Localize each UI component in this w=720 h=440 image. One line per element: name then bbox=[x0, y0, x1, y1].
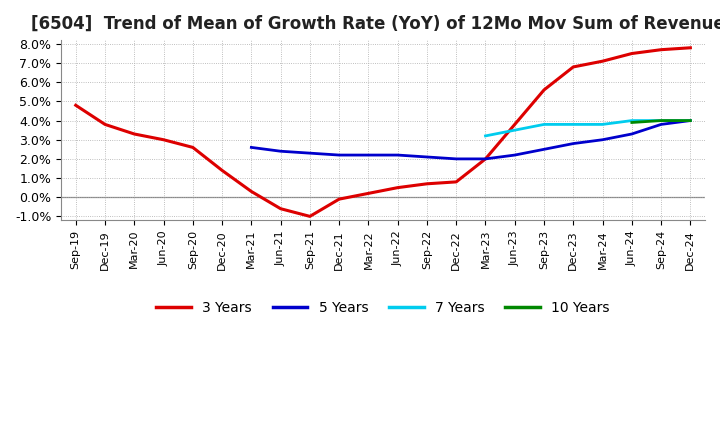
3 Years bbox=[101, 122, 109, 127]
3 Years bbox=[276, 206, 285, 211]
3 Years bbox=[569, 64, 577, 70]
3 Years bbox=[305, 214, 314, 219]
5 Years bbox=[481, 156, 490, 161]
5 Years bbox=[393, 152, 402, 158]
5 Years bbox=[305, 150, 314, 156]
3 Years bbox=[657, 47, 665, 52]
7 Years bbox=[657, 118, 665, 123]
5 Years bbox=[335, 152, 343, 158]
3 Years bbox=[364, 191, 373, 196]
3 Years bbox=[452, 179, 461, 184]
5 Years bbox=[686, 118, 695, 123]
7 Years bbox=[686, 118, 695, 123]
Line: 7 Years: 7 Years bbox=[485, 121, 690, 136]
5 Years bbox=[276, 149, 285, 154]
Legend: 3 Years, 5 Years, 7 Years, 10 Years: 3 Years, 5 Years, 7 Years, 10 Years bbox=[151, 296, 615, 321]
3 Years bbox=[335, 197, 343, 202]
3 Years bbox=[628, 51, 636, 56]
3 Years bbox=[598, 59, 607, 64]
7 Years bbox=[598, 122, 607, 127]
3 Years bbox=[247, 189, 256, 194]
5 Years bbox=[657, 122, 665, 127]
5 Years bbox=[510, 152, 519, 158]
10 Years bbox=[657, 118, 665, 123]
7 Years bbox=[540, 122, 549, 127]
7 Years bbox=[569, 122, 577, 127]
10 Years bbox=[628, 120, 636, 125]
Line: 5 Years: 5 Years bbox=[251, 121, 690, 159]
7 Years bbox=[628, 118, 636, 123]
5 Years bbox=[540, 147, 549, 152]
3 Years bbox=[217, 168, 226, 173]
5 Years bbox=[628, 132, 636, 137]
10 Years bbox=[686, 118, 695, 123]
3 Years bbox=[393, 185, 402, 190]
3 Years bbox=[159, 137, 168, 143]
3 Years bbox=[130, 132, 138, 137]
3 Years bbox=[189, 145, 197, 150]
3 Years bbox=[481, 156, 490, 161]
5 Years bbox=[247, 145, 256, 150]
3 Years bbox=[71, 103, 80, 108]
5 Years bbox=[423, 154, 431, 160]
7 Years bbox=[481, 133, 490, 139]
5 Years bbox=[452, 156, 461, 161]
3 Years bbox=[423, 181, 431, 187]
7 Years bbox=[510, 128, 519, 133]
5 Years bbox=[569, 141, 577, 146]
5 Years bbox=[364, 152, 373, 158]
5 Years bbox=[598, 137, 607, 143]
Title: [6504]  Trend of Mean of Growth Rate (YoY) of 12Mo Mov Sum of Revenues: [6504] Trend of Mean of Growth Rate (YoY… bbox=[31, 15, 720, 33]
3 Years bbox=[510, 122, 519, 127]
Line: 3 Years: 3 Years bbox=[76, 48, 690, 216]
3 Years bbox=[686, 45, 695, 51]
3 Years bbox=[540, 87, 549, 92]
Line: 10 Years: 10 Years bbox=[632, 121, 690, 122]
